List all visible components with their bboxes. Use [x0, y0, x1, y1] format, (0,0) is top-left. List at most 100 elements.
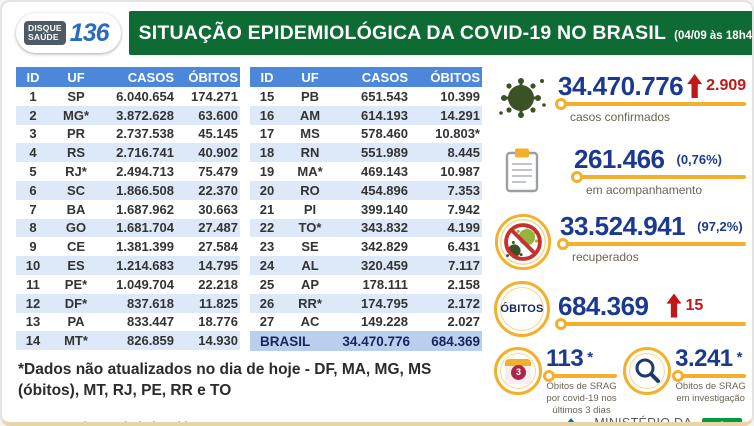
cell-uf: MT*	[64, 333, 88, 349]
cell-uf: RJ*	[65, 164, 87, 180]
cell-id: 15	[259, 88, 275, 104]
cell-id: 26	[259, 295, 275, 311]
cell-uf: GO	[65, 220, 87, 236]
cell-obitos: 174.271	[191, 88, 238, 104]
logo-line2: SAÚDE	[28, 32, 59, 42]
table-row: 23 SE 342.829 6.431	[250, 237, 482, 256]
table-row: 5 RJ* 2.494.713 75.479	[16, 162, 240, 181]
cell-uf: AL	[301, 258, 319, 274]
deaths-value: 684.369	[558, 290, 649, 321]
increase-arrow-icon	[666, 293, 682, 318]
table-row: 14 MT* 826.859 14.930	[16, 331, 240, 351]
cell-casos: 1.866.508	[116, 182, 174, 198]
recovered-stat: 33.524.941 (97,2%) recuperados	[494, 211, 747, 271]
cell-casos: 1.687.962	[116, 201, 174, 217]
table-body-right: 15 PB 651.543 10.399 16 AM 614.193 14.29…	[250, 87, 482, 331]
cell-obitos: 27.487	[198, 220, 238, 236]
cell-obitos: 2.027	[447, 314, 480, 330]
cell-id: 19	[259, 164, 275, 180]
table-row: 22 TO* 343.832 4.199	[250, 218, 482, 238]
col-header-obitos: ÓBITOS	[188, 69, 238, 85]
cell-uf: RS	[66, 145, 86, 161]
government-logos: SUS MINISTÉRIO DA SAÚDE	[534, 415, 742, 426]
cell-obitos: 30.663	[198, 201, 238, 217]
cell-id: 18	[259, 145, 275, 161]
cell-obitos: 45.145	[198, 126, 238, 142]
cell-uf: AP	[300, 276, 320, 292]
table-row: 15 PB 651.543 10.399	[250, 87, 482, 106]
states-table-right: ID UF CASOS ÓBITOS 15 PB 651.543 10.399	[250, 67, 482, 352]
cell-obitos: 10.803*	[435, 126, 480, 142]
table-row: 18 RN 551.989 8.445	[250, 143, 482, 163]
cell-obitos: 14.795	[198, 258, 238, 274]
recovered-value: 33.524.941	[560, 211, 686, 241]
cell-obitos: 2.172	[447, 295, 480, 311]
cell-casos: 1.049.704	[116, 276, 174, 292]
table-row: 9 CE 1.381.399 27.584	[16, 237, 240, 256]
virus-icon	[494, 73, 550, 121]
ministry-line1: MINISTÉRIO DA	[594, 415, 692, 426]
srag-deaths-label: Óbitos de SRAG por covid-19 nos últimos …	[546, 381, 617, 416]
cell-id: 16	[259, 107, 275, 123]
cell-id: 2	[29, 107, 37, 123]
cell-casos: 343.832	[361, 220, 408, 236]
cell-casos: 6.040.654	[116, 88, 174, 104]
table-row: 4 RS 2.716.741 40.902	[16, 143, 240, 163]
increase-arrow-icon	[687, 74, 703, 98]
cell-casos: 320.459	[361, 258, 408, 274]
cell-casos: 454.896	[361, 182, 408, 198]
cell-uf: BA	[66, 201, 86, 217]
cell-id: 23	[259, 239, 275, 255]
page-title: SITUAÇÃO EPIDEMIOLÓGICA DA COVID-19 NO B…	[138, 21, 667, 44]
calendar-icon: 3	[494, 347, 542, 395]
stats-panel: 34.470.776 2.909 casos confirmados	[494, 67, 747, 417]
cell-casos: 651.543	[361, 88, 408, 104]
cell-uf: SC	[66, 182, 86, 198]
cell-uf: PI	[303, 201, 317, 217]
deaths-stat: ÓBITOS 684.369 15	[494, 281, 747, 337]
cell-uf: AM	[299, 107, 321, 123]
brasil-total-row: BRASIL 34.470.776 684.369	[250, 331, 482, 352]
table-row: 13 PA 833.447 18.776	[16, 313, 240, 332]
confirmed-cases-stat: 34.470.776 2.909 casos confirmados	[494, 73, 747, 124]
cell-uf: RO	[300, 182, 320, 198]
col-header-casos: CASOS	[127, 69, 174, 85]
obitos-badge-label: ÓBITOS	[500, 303, 544, 315]
cell-id: 22	[259, 220, 275, 236]
cell-obitos: 75.479	[198, 164, 238, 180]
cell-casos: 342.829	[361, 239, 408, 255]
cell-obitos: 14.291	[440, 107, 480, 123]
cell-casos: 399.140	[361, 201, 408, 217]
cell-uf: CE	[66, 239, 86, 255]
cell-obitos: 6.431	[447, 239, 480, 255]
table-row: 25 AP 178.111 2.158	[250, 275, 482, 294]
cell-obitos: 8.445	[447, 145, 480, 161]
source-text: Fonte: Secretarias Estaduais de Saúde; S…	[12, 421, 439, 422]
recovered-percent: (97,2%)	[697, 218, 743, 234]
cell-uf: RR*	[298, 295, 322, 311]
cell-casos: 1.214.683	[116, 258, 174, 274]
table-header-row: ID UF CASOS ÓBITOS	[16, 67, 240, 87]
monitoring-percent: (0,76%)	[676, 151, 723, 167]
cell-obitos: 40.902	[198, 145, 238, 161]
gold-rule	[555, 98, 747, 110]
cell-id: 17	[259, 126, 275, 142]
cell-obitos: 22.218	[198, 276, 238, 292]
gold-rule	[672, 370, 747, 382]
cell-obitos: 7.942	[447, 201, 480, 217]
srag-investigation-value: 3.241	[675, 345, 733, 372]
total-obitos: 684.369	[431, 333, 480, 349]
table-row: 24 AL 320.459 7.117	[250, 256, 482, 275]
cell-obitos: 22.370	[198, 182, 238, 198]
cell-casos: 178.111	[362, 276, 408, 292]
disque-saude-label: DISQUE SAÚDE	[24, 21, 66, 45]
table-row: 12 DF* 837.618 11.825	[16, 293, 240, 313]
col-header-obitos: ÓBITOS	[430, 69, 480, 85]
brazil-flag	[702, 417, 742, 422]
total-casos: 34.470.776	[342, 333, 410, 349]
confirmed-delta: 2.909	[706, 77, 747, 94]
cell-uf: DF*	[64, 295, 88, 311]
cell-uf: PR	[66, 126, 86, 142]
table-row: 7 BA 1.687.962 30.663	[16, 200, 240, 219]
